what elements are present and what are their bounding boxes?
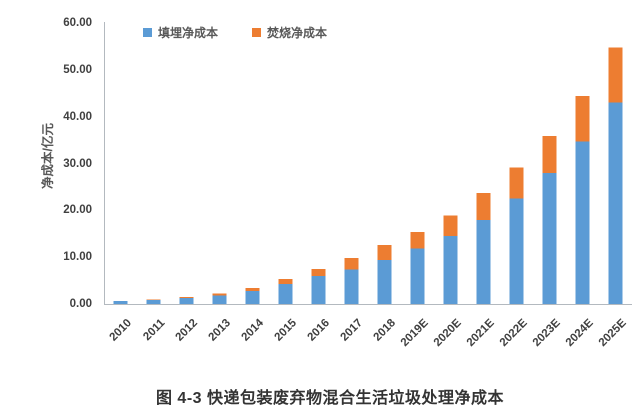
legend-label-incineration: 焚烧净成本 (267, 26, 328, 40)
bar-segment-incineration-2021E (476, 193, 491, 221)
legend: 填埋净成本 焚烧净成本 (143, 24, 327, 41)
bar-segment-incineration-2016 (311, 268, 326, 276)
incineration-swatch-icon (252, 28, 262, 37)
bar-segment-incineration-2023E (542, 135, 557, 173)
y-tick-40.00: 40.00 (63, 110, 92, 123)
bar-segment-landfill-2023E (542, 172, 557, 304)
bar-segment-landfill-2024E (575, 141, 590, 304)
y-tick-10.00: 10.00 (63, 251, 92, 264)
bar-segment-landfill-2012 (179, 297, 194, 304)
bar-segment-incineration-2022E (509, 167, 524, 199)
bar-segment-landfill-2019E (410, 248, 425, 304)
y-tick-30.00: 30.00 (63, 157, 92, 170)
y-tick-20.00: 20.00 (63, 204, 92, 217)
bar-segment-incineration-2019E (410, 231, 425, 249)
y-tick-60.00: 60.00 (63, 17, 92, 30)
y-tick-0.00: 0.00 (69, 298, 92, 310)
legend-item-incineration: 焚烧净成本 (252, 24, 327, 41)
bar-segment-landfill-2014 (245, 290, 260, 304)
bar-segment-incineration-2024E (575, 96, 590, 142)
y-tick-50.00: 50.00 (63, 63, 92, 76)
bar-segment-incineration-2014 (245, 288, 260, 291)
bar-segment-landfill-2025E (608, 102, 623, 304)
bar-segment-landfill-2010 (113, 301, 128, 304)
bar-segment-landfill-2011 (146, 299, 161, 304)
bar-segment-incineration-2015 (278, 279, 293, 284)
legend-item-landfill: 填埋净成本 (143, 24, 218, 41)
bar-segment-landfill-2021E (476, 220, 491, 304)
bar-segment-incineration-2013 (212, 293, 227, 296)
bar-segment-landfill-2013 (212, 295, 227, 304)
bar-segment-landfill-2018 (377, 259, 392, 304)
bar-segment-incineration-2020E (443, 215, 458, 237)
bar-segment-landfill-2016 (311, 275, 326, 304)
bar-segment-incineration-2018 (377, 244, 392, 260)
landfill-swatch-icon (143, 28, 152, 37)
chart-caption: 图 4-3 快递包装废弃物混合生活垃圾处理净成本 (155, 390, 505, 407)
bar-segment-incineration-2025E (608, 47, 623, 103)
legend-label-landfill: 填埋净成本 (158, 26, 219, 40)
bar-segment-landfill-2015 (278, 283, 293, 304)
bar-segment-landfill-2020E (443, 236, 458, 304)
bar-segment-incineration-2017 (344, 258, 359, 270)
bar-segment-landfill-2022E (509, 198, 524, 304)
bar-segment-incineration-2012 (179, 297, 194, 298)
bar-segment-landfill-2017 (344, 269, 359, 304)
